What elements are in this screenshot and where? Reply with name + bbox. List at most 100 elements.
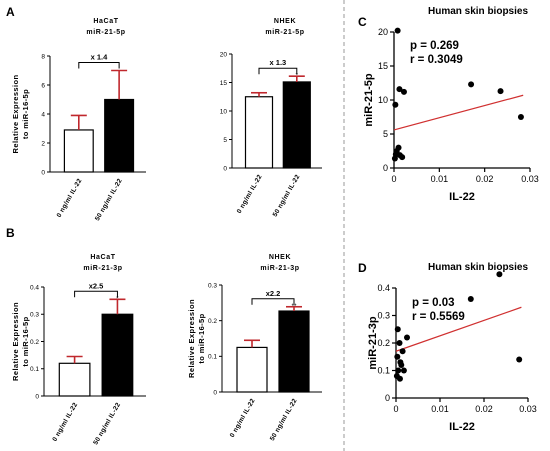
bar-2 <box>282 81 311 169</box>
y-axis-label: Relative Expressionto miR-16-5p <box>11 75 30 154</box>
panel-letter-b: B <box>6 226 15 240</box>
data-point <box>396 152 403 159</box>
x-tick-label: 0.02 <box>476 174 494 184</box>
y-axis-label: Relative Expressionto miR-16-5p <box>187 299 206 378</box>
fold-change-label: x 1.3 <box>270 58 287 67</box>
data-point <box>400 88 407 95</box>
data-point <box>400 367 407 374</box>
bar-2 <box>278 310 310 393</box>
y-tick-label: 5 <box>383 129 388 139</box>
x-tick-label: 0.01 <box>431 404 449 414</box>
y-tick-label: 0 <box>383 163 388 173</box>
data-point <box>393 373 400 379</box>
y-tick-label: 0.3 <box>30 312 39 319</box>
y-tick-label: 0 <box>35 393 39 400</box>
bar-1 <box>63 129 94 173</box>
data-point <box>396 340 403 346</box>
bar-chart-3: HaCaT miR-21-3p 0 0.1 0.2 0.3 0.4 Relative Expr… <box>11 254 146 446</box>
panel-letter-a: A <box>6 5 15 19</box>
p-value: p = 0.03 <box>412 297 455 309</box>
data-point <box>394 27 401 34</box>
y-tick-label: 0.2 <box>377 338 390 348</box>
bar-chart-2: NHEK miR-21-5p 0 5 10 15 20 0 ng/ml IL-22 50 ng/… <box>220 18 322 218</box>
bar-1 <box>236 346 268 393</box>
category-label-2: 50 ng/ml IL-22 <box>272 173 302 218</box>
y-tick-label: 4 <box>41 111 45 118</box>
panel-letter-c: C <box>358 15 367 29</box>
chart-title: HaCaT <box>90 254 115 261</box>
fold-change-label: x2.2 <box>266 289 281 298</box>
x-tick-label: 0 <box>393 404 398 414</box>
y-tick-label: 0 <box>41 169 45 176</box>
data-point <box>496 271 503 278</box>
y-tick-label: 0 <box>223 165 227 172</box>
chart-subtitle: miR-21-3p <box>260 265 299 272</box>
y-tick-label: 8 <box>41 53 45 60</box>
data-point <box>516 356 523 363</box>
y-tick-label: 20 <box>378 27 388 37</box>
y-tick-label: 0.2 <box>30 339 39 346</box>
bar-chart-4: NHEK miR-21-3p 0 0.1 0.2 0.3 Relative Expressi… <box>187 254 322 442</box>
chart-subtitle: miR-21-3p <box>83 265 122 272</box>
y-axis-label-line-2: to miR-16-5p <box>21 89 30 139</box>
fold-change-label: x 1.4 <box>91 53 109 62</box>
category-label-1: 0 ng/ml IL-22 <box>56 177 84 218</box>
y-tick-label: 0.3 <box>377 311 390 321</box>
y-tick-label: 6 <box>41 82 45 89</box>
data-point <box>391 155 398 162</box>
p-value: p = 0.269 <box>410 40 459 52</box>
chart-subtitle: miR-21-5p <box>86 29 125 36</box>
chart-title: NHEK <box>269 254 291 261</box>
significance-marker: * <box>296 72 299 79</box>
y-tick-label: 15 <box>378 61 388 71</box>
bar-chart-1: HaCaT miR-21-5p 0 2 4 6 8 Relative Expressionto… <box>11 18 146 222</box>
y-tick-label: 0.3 <box>208 282 217 289</box>
y-tick-label: 0.2 <box>208 318 217 325</box>
y-axis-label-line-1: Relative Expression <box>11 302 20 381</box>
data-point <box>395 367 402 374</box>
data-point <box>394 326 401 333</box>
scatter-chart-2: Human skin biopsies 0 0.1 0.2 0.3 0.4 0 0.01 0.0… <box>367 262 537 433</box>
panel-letter-d: D <box>358 261 367 275</box>
y-axis-label-line-1: Relative Expression <box>11 75 20 154</box>
r-value: r = 0.3049 <box>410 54 463 66</box>
data-point <box>394 353 401 360</box>
y-tick-label: 0.1 <box>208 354 217 361</box>
y-tick-label: 0.4 <box>30 284 39 291</box>
regression-line <box>393 94 524 131</box>
y-tick-label: 20 <box>220 51 228 58</box>
category-label-2: 50 ng/ml IL-22 <box>269 397 299 442</box>
category-label-2: 50 ng/ml IL-22 <box>92 401 122 446</box>
scatter-chart-1: Human skin biopsies 0 5 10 15 20 0 0.01 0.02 0.03… <box>363 6 539 203</box>
x-axis-label: IL-22 <box>449 421 475 433</box>
data-point <box>517 114 524 120</box>
category-label-1: 0 ng/ml IL-22 <box>236 173 264 214</box>
r-value: r = 0.5569 <box>412 311 465 323</box>
significance-marker: * <box>116 295 119 302</box>
fold-change-bracket <box>258 67 298 75</box>
y-tick-label: 2 <box>41 140 45 147</box>
y-tick-label: 15 <box>220 80 228 87</box>
x-tick-label: 0 <box>391 174 396 184</box>
data-point <box>468 81 475 88</box>
category-label-2: 50 ng/ml IL-22 <box>94 177 124 222</box>
y-tick-label: 0 <box>385 393 390 403</box>
y-axis-label: miR-21-5p <box>363 73 375 126</box>
y-axis-label-line-1: Relative Expression <box>187 299 196 378</box>
y-tick-label: 0.1 <box>377 366 390 376</box>
data-point <box>398 362 405 368</box>
significance-marker: ** <box>291 303 297 310</box>
y-tick-label: 0 <box>213 389 217 396</box>
scatter-title: Human skin biopsies <box>428 6 528 17</box>
bar-2 <box>101 313 134 397</box>
category-label-1: 0 ng/ml IL-22 <box>229 397 257 438</box>
scatter-title: Human skin biopsies <box>428 262 528 273</box>
y-axis-label-line-2: to miR-16-5p <box>21 316 30 366</box>
chart-title: HaCaT <box>93 18 118 25</box>
fold-change-label: x2.5 <box>89 281 104 290</box>
fold-change-bracket <box>78 62 120 69</box>
x-tick-label: 0.03 <box>521 174 539 184</box>
fold-change-bracket <box>251 298 295 305</box>
data-point <box>467 296 474 302</box>
